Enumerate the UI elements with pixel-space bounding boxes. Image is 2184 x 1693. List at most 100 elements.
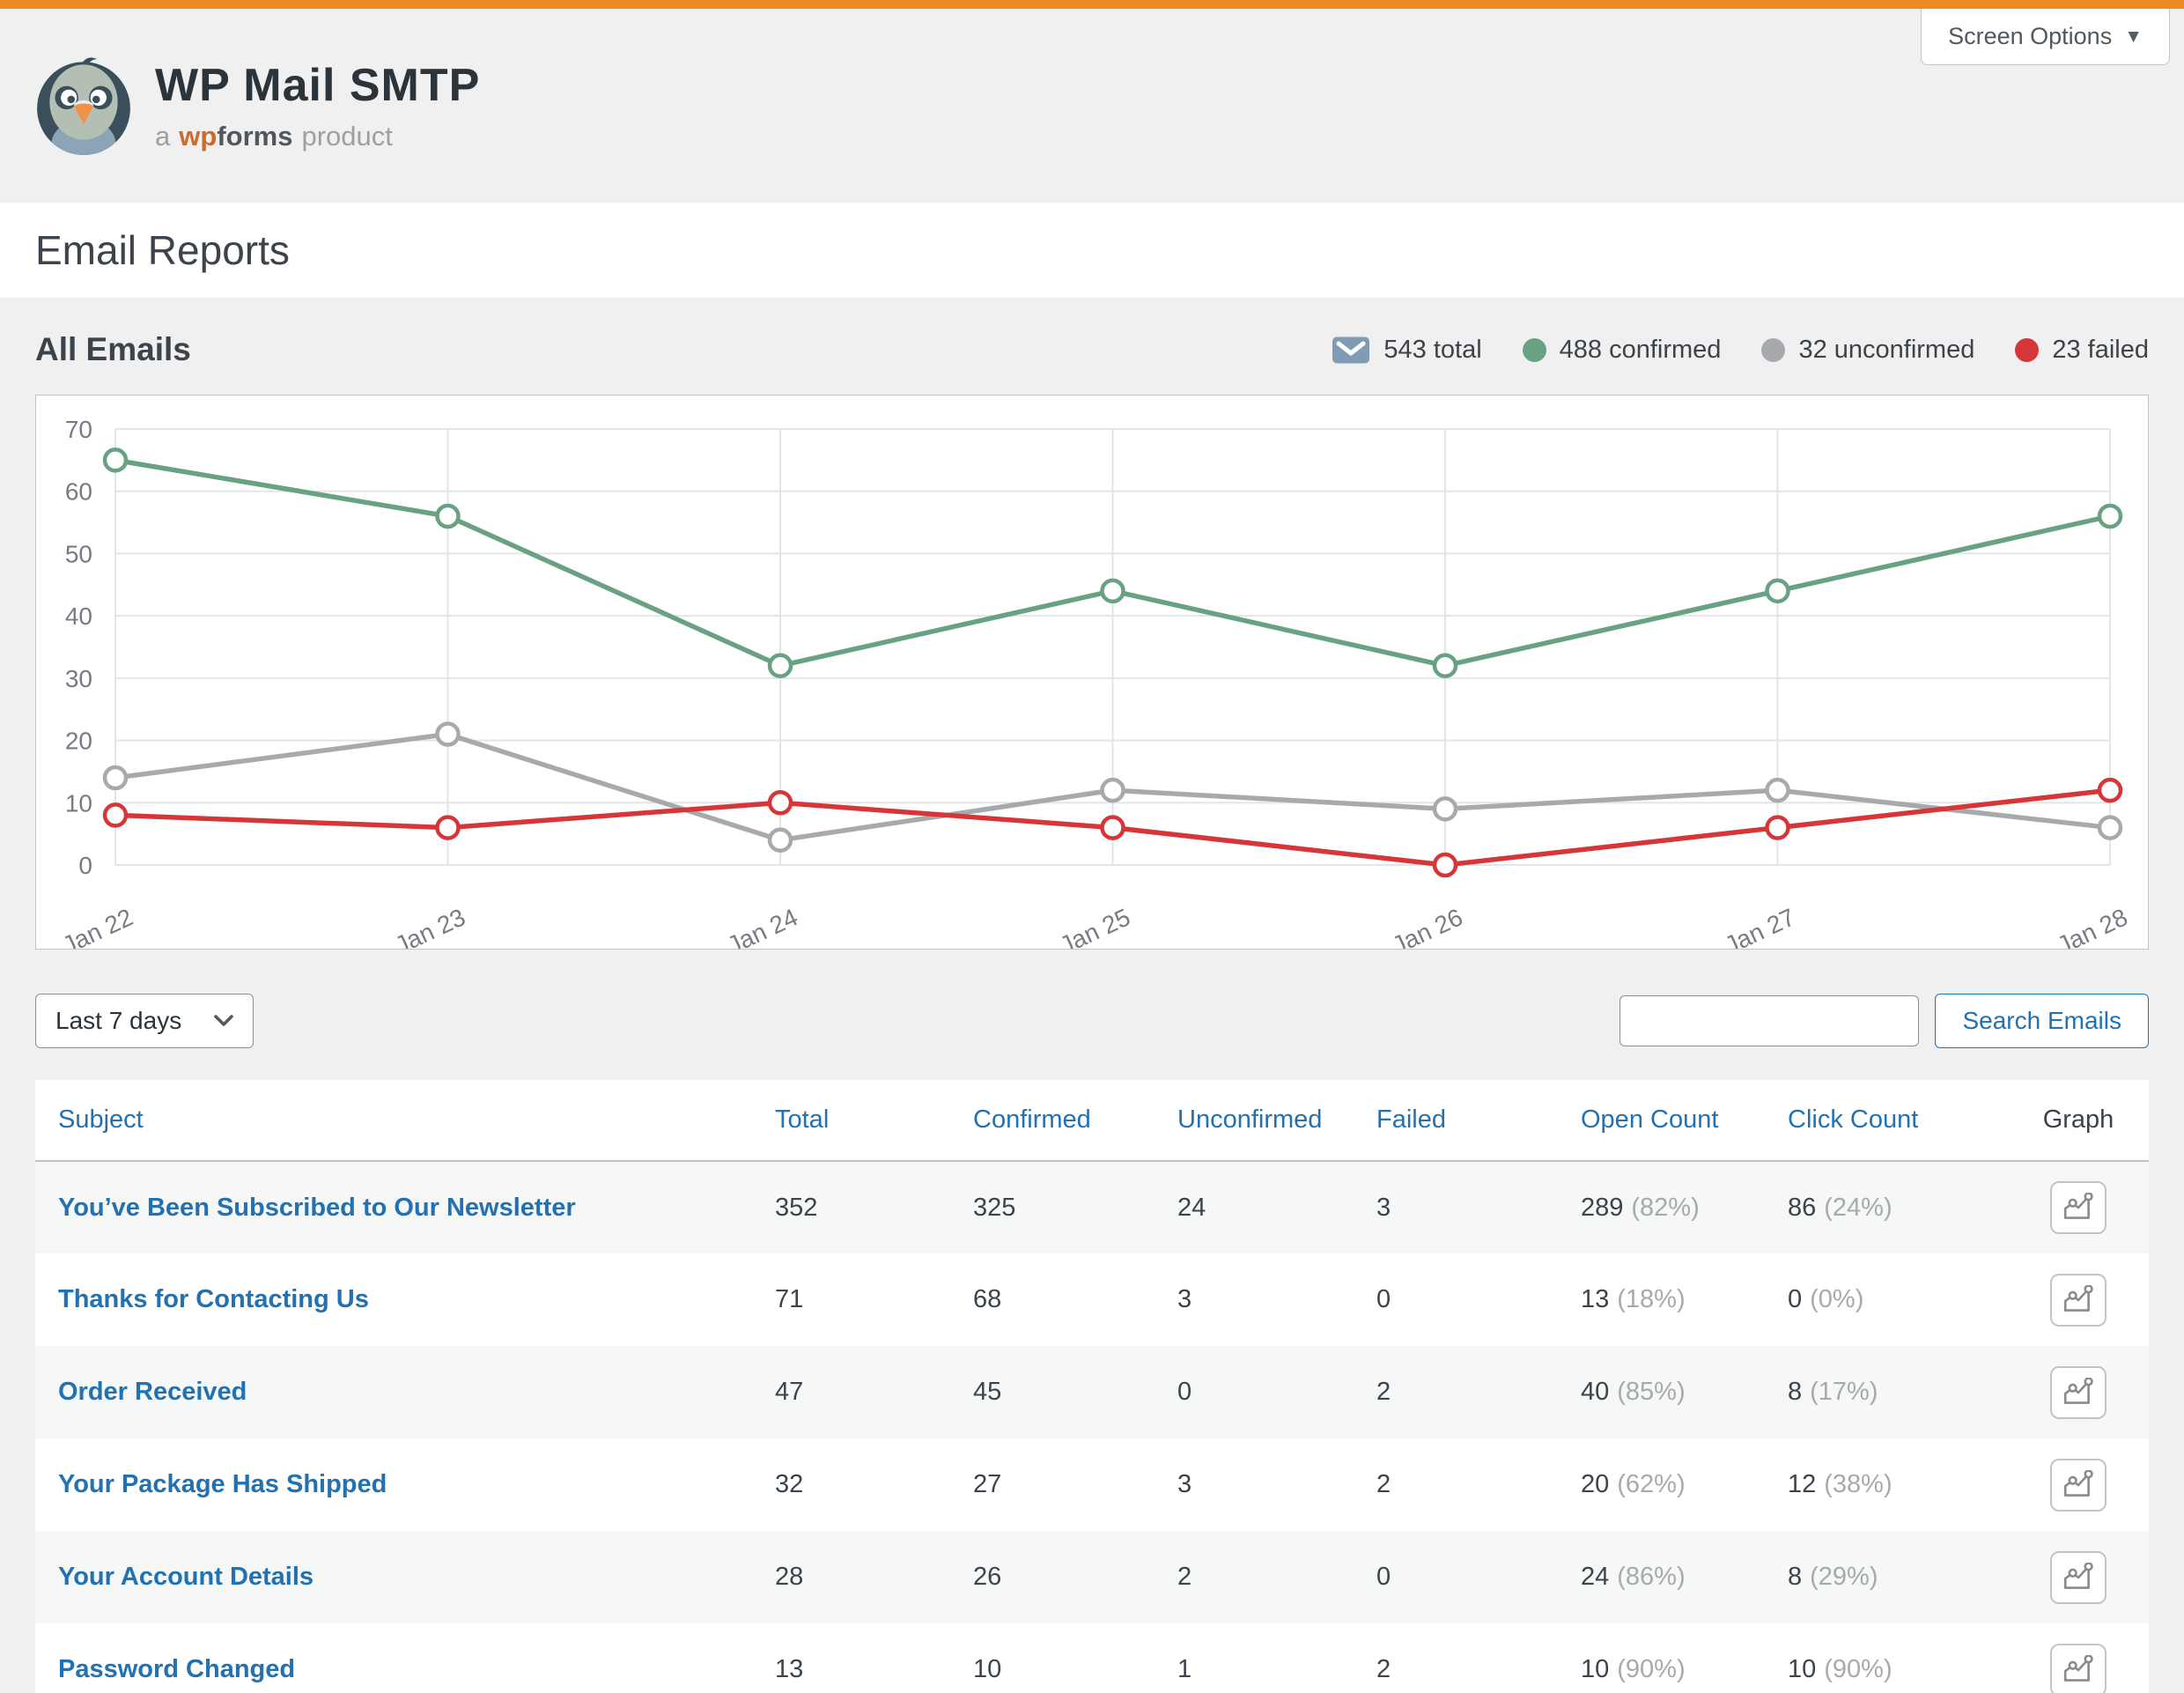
open-count-cell: 20 (62%) — [1581, 1438, 1788, 1531]
count-percent: (38%) — [1824, 1470, 1893, 1498]
svg-text:60: 60 — [65, 478, 92, 506]
table-row: You’ve Been Subscribed to Our Newsletter… — [35, 1161, 2149, 1253]
envelope-icon — [1332, 336, 1370, 363]
confirmed-cell: 26 — [973, 1563, 1002, 1591]
email-subject-link[interactable]: Your Account Details — [58, 1563, 314, 1591]
table-header-row: Subject Total Confirmed Unconfirmed Failed Op… — [35, 1080, 2149, 1162]
count-value: 86 — [1788, 1193, 1817, 1222]
svg-text:Jan 27: Jan 27 — [1721, 903, 1799, 949]
table-row: Password Changed 13 10 1 2 10 (90%) 10 (90%) — [35, 1623, 2149, 1693]
email-subject-link[interactable]: Your Package Has Shipped — [58, 1470, 387, 1498]
count-percent: (90%) — [1824, 1655, 1893, 1683]
column-header-failed[interactable]: Failed — [1376, 1080, 1581, 1162]
column-header-total[interactable]: Total — [775, 1080, 973, 1162]
unconfirmed-cell: 1 — [1177, 1655, 1192, 1683]
graph-cell — [2008, 1346, 2149, 1438]
failed-cell: 3 — [1376, 1193, 1391, 1222]
count-value: 40 — [1581, 1378, 1610, 1406]
column-header-unconfirmed[interactable]: Unconfirmed — [1177, 1080, 1376, 1162]
confirmed-cell: 45 — [973, 1378, 1002, 1406]
line-chart-icon — [2063, 1562, 2093, 1589]
chevron-down-icon — [214, 1015, 233, 1026]
line-chart-icon — [2063, 1193, 2093, 1219]
total-cell: 47 — [775, 1378, 804, 1406]
unconfirmed-cell: 2 — [1177, 1563, 1192, 1591]
confirmed-cell: 27 — [973, 1470, 1002, 1498]
failed-cell: 0 — [1376, 1285, 1391, 1313]
column-header-graph: Graph — [2008, 1080, 2149, 1162]
graph-cell — [2008, 1253, 2149, 1346]
count-percent: (85%) — [1617, 1378, 1686, 1406]
date-range-select[interactable]: Last 7 days — [35, 994, 254, 1048]
column-header-subject[interactable]: Subject — [35, 1080, 775, 1162]
count-percent: (62%) — [1617, 1470, 1686, 1498]
screen-options-button[interactable]: Screen Options ▼ — [1921, 9, 2170, 65]
row-graph-button[interactable] — [2050, 1273, 2107, 1327]
column-header-click-count[interactable]: Click Count — [1788, 1080, 2008, 1162]
count-value: 0 — [1788, 1285, 1803, 1313]
row-graph-button[interactable] — [2050, 1458, 2107, 1512]
count-percent: (18%) — [1617, 1285, 1686, 1313]
email-subject-link[interactable]: You’ve Been Subscribed to Our Newsletter — [58, 1193, 576, 1222]
legend-item: 488 confirmed — [1522, 336, 1721, 365]
confirmed-cell: 68 — [973, 1285, 1002, 1313]
open-count-cell: 24 (86%) — [1581, 1531, 1788, 1623]
svg-text:70: 70 — [65, 416, 92, 443]
total-cell: 13 — [775, 1655, 804, 1683]
tagline-prefix: a — [155, 121, 171, 152]
email-subject-link[interactable]: Order Received — [58, 1378, 247, 1406]
subject-cell: Password Changed — [35, 1623, 775, 1693]
column-header-open-count[interactable]: Open Count — [1581, 1080, 1788, 1162]
column-header-label: Click Count — [1788, 1105, 1919, 1134]
section-title: All Emails — [35, 331, 191, 367]
svg-text:30: 30 — [65, 665, 92, 692]
click-count-cell: 12 (38%) — [1788, 1438, 2008, 1531]
column-header-label: Open Count — [1581, 1105, 1719, 1134]
click-count-cell: 8 (17%) — [1788, 1346, 2008, 1438]
open-count-cell: 289 (82%) — [1581, 1161, 1788, 1253]
unconfirmed-cell: 24 — [1177, 1193, 1206, 1222]
svg-text:20: 20 — [65, 728, 92, 755]
open-count-cell: 40 (85%) — [1581, 1346, 1788, 1438]
failed-cell: 2 — [1376, 1378, 1391, 1406]
click-count-cell: 86 (24%) — [1788, 1161, 2008, 1253]
column-header-label: Total — [775, 1105, 830, 1134]
column-header-confirmed[interactable]: Confirmed — [973, 1080, 1177, 1162]
row-graph-button[interactable] — [2050, 1550, 2107, 1604]
line-chart-icon — [2063, 1284, 2093, 1312]
email-subject-link[interactable]: Thanks for Contacting Us — [58, 1285, 369, 1313]
count-percent: (24%) — [1824, 1193, 1893, 1222]
svg-text:40: 40 — [65, 603, 92, 630]
line-chart-icon — [2063, 1377, 2093, 1404]
count-value: 24 — [1581, 1563, 1610, 1591]
row-graph-button[interactable] — [2050, 1181, 2107, 1234]
page-title-band: Email Reports — [0, 203, 2184, 298]
legend-dot-icon — [1761, 337, 1786, 362]
search-group: Search Emails — [1620, 994, 2149, 1048]
count-percent: (17%) — [1810, 1378, 1878, 1406]
failed-cell: 0 — [1376, 1563, 1391, 1591]
line-chart-icon — [2063, 1469, 2093, 1497]
count-value: 10 — [1788, 1655, 1817, 1683]
email-reports-table: Subject Total Confirmed Unconfirmed Failed Op… — [35, 1080, 2149, 1693]
legend-label: 23 failed — [2052, 335, 2149, 364]
confirmed-cell: 325 — [973, 1193, 1016, 1222]
table-row: Your Package Has Shipped 32 27 3 2 20 (62%) 12(… — [35, 1438, 2149, 1531]
tagline-forms: forms — [217, 121, 293, 152]
table-row: Thanks for Contacting Us 71 68 3 0 13 (18%) 0 (0… — [35, 1253, 2149, 1346]
all-emails-section-head: All Emails 543 total 488 confirmed 32 unco… — [35, 331, 2149, 368]
count-percent: (29%) — [1810, 1563, 1878, 1591]
table-row: Your Account Details 28 26 2 0 24 (86%) 8 (29%) — [35, 1531, 2149, 1623]
search-emails-button[interactable]: Search Emails — [1935, 994, 2149, 1048]
graph-cell — [2008, 1531, 2149, 1623]
email-subject-link[interactable]: Password Changed — [58, 1655, 296, 1683]
svg-text:Jan 26: Jan 26 — [1388, 903, 1466, 949]
brand-top-bar — [0, 0, 2184, 9]
search-input[interactable] — [1620, 995, 1920, 1046]
count-percent: (86%) — [1617, 1563, 1686, 1591]
row-graph-button[interactable] — [2050, 1643, 2107, 1693]
legend-label: 543 total — [1383, 335, 1482, 364]
site-title-block: WP Mail SMTP a wpforms product — [155, 59, 480, 152]
confirmed-cell: 10 — [973, 1655, 1002, 1683]
row-graph-button[interactable] — [2050, 1365, 2107, 1419]
